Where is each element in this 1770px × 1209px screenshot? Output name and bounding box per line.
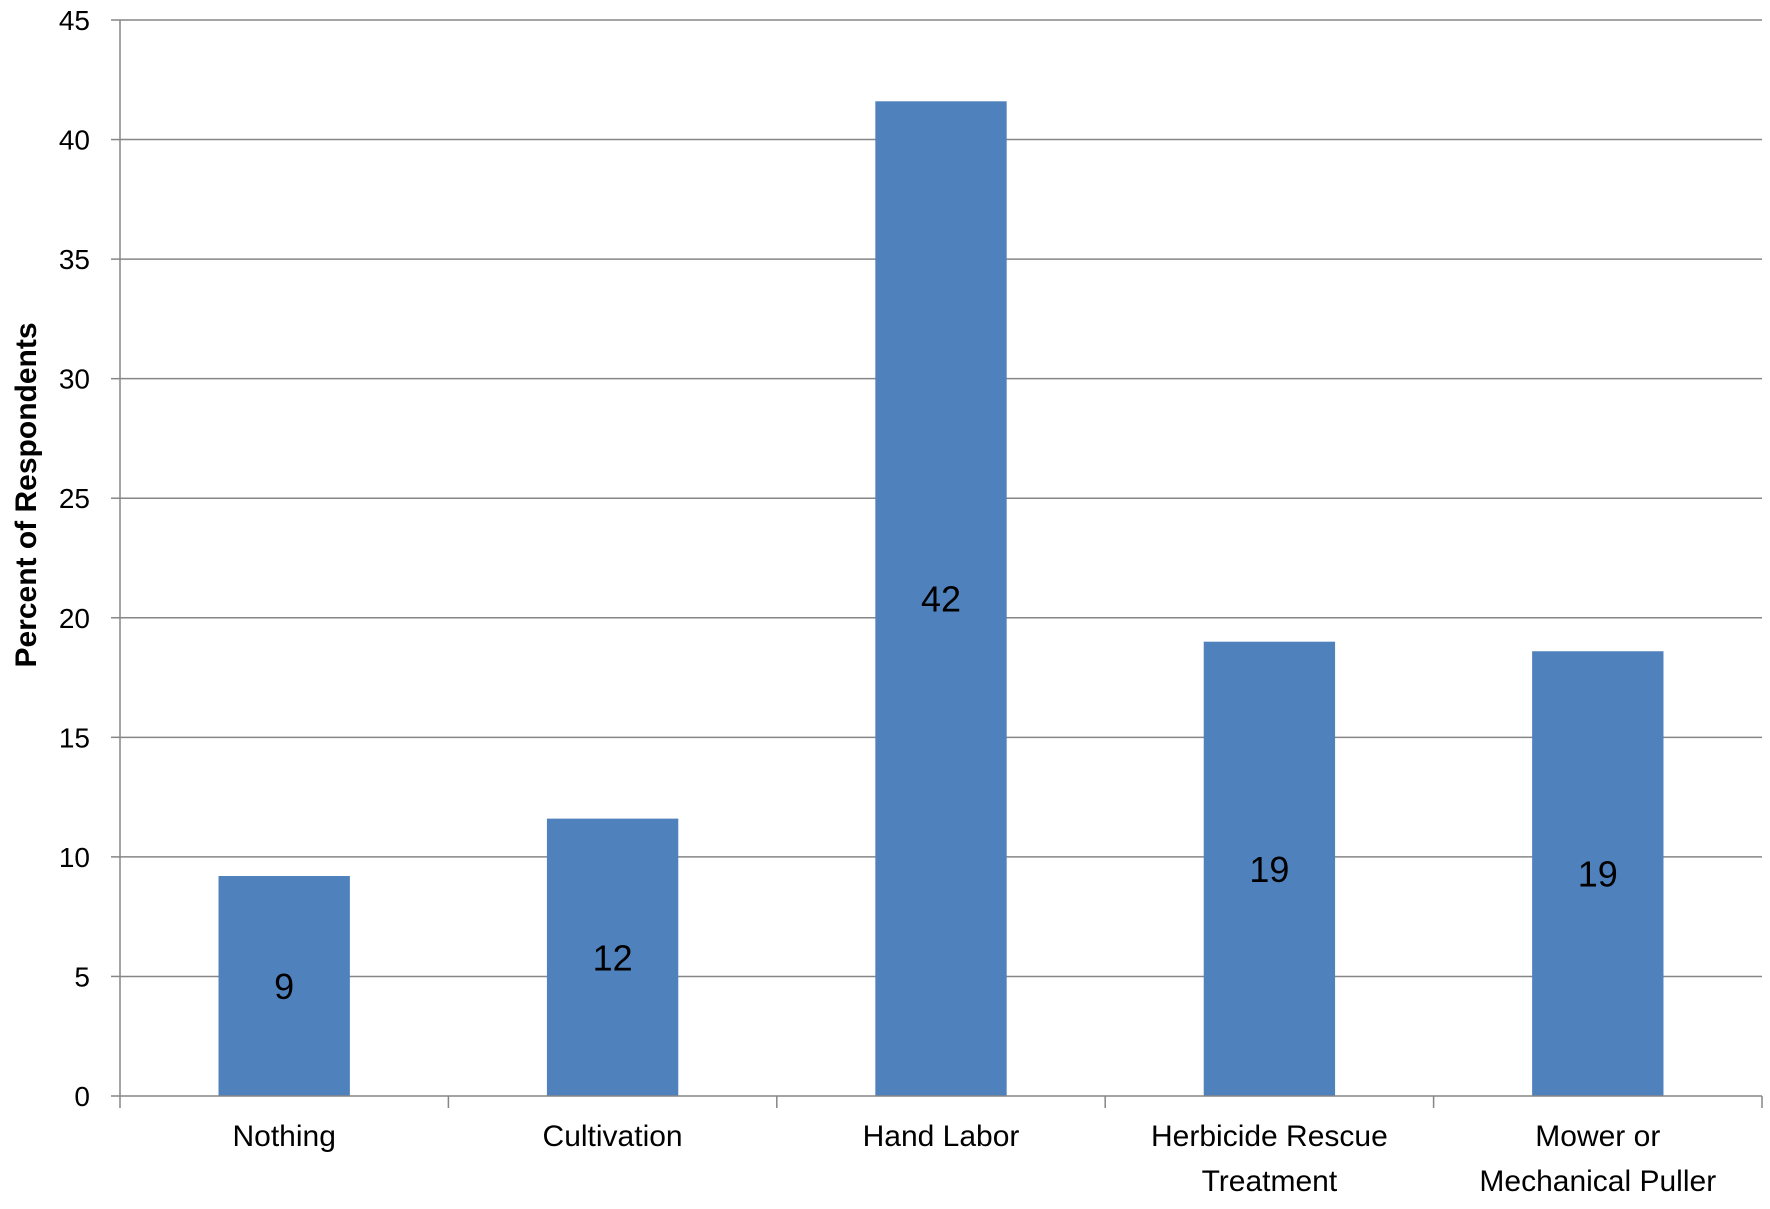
data-label: 19 — [1249, 849, 1289, 890]
bar — [1532, 651, 1664, 1096]
y-tick-label: 5 — [74, 961, 90, 992]
y-tick-label: 40 — [59, 125, 90, 156]
y-tick-label: 0 — [74, 1081, 90, 1112]
x-tick-label: Treatment — [1202, 1165, 1338, 1198]
bar — [546, 818, 679, 1096]
x-tick-label: Mower or — [1535, 1120, 1660, 1153]
y-tick-label: 15 — [59, 722, 90, 753]
x-tick-labels: Nothing Cultivation Hand Labor Herbicide Re… — [232, 1120, 1716, 1198]
axes — [111, 19, 1763, 1108]
data-labels: 9 12 42 19 19 — [274, 579, 1618, 1007]
data-label: 42 — [921, 579, 961, 620]
y-tick-label: 45 — [59, 5, 90, 36]
data-label: 9 — [274, 966, 294, 1007]
y-tick-labels: 0 5 10 15 20 25 30 35 40 45 — [59, 5, 90, 1112]
data-label: 12 — [593, 937, 633, 978]
y-tick-label: 30 — [59, 364, 90, 395]
x-tick-label: Cultivation — [543, 1120, 683, 1153]
y-tick-label: 10 — [59, 842, 90, 873]
y-tick-label: 25 — [59, 483, 90, 514]
bars — [218, 101, 1664, 1096]
y-tick-label: 35 — [59, 244, 90, 275]
y-tick-label: 20 — [59, 603, 90, 634]
bar — [218, 876, 350, 1096]
data-label: 19 — [1578, 854, 1618, 895]
y-axis-title: Percent of Respondents — [10, 322, 43, 667]
x-tick-label: Hand Labor — [863, 1120, 1020, 1153]
x-tick-label: Nothing — [232, 1120, 335, 1153]
x-tick-label: Herbicide Rescue — [1151, 1120, 1388, 1153]
x-tick-label: Mechanical Puller — [1479, 1165, 1716, 1198]
bar — [1203, 641, 1336, 1096]
bar — [875, 101, 1007, 1096]
